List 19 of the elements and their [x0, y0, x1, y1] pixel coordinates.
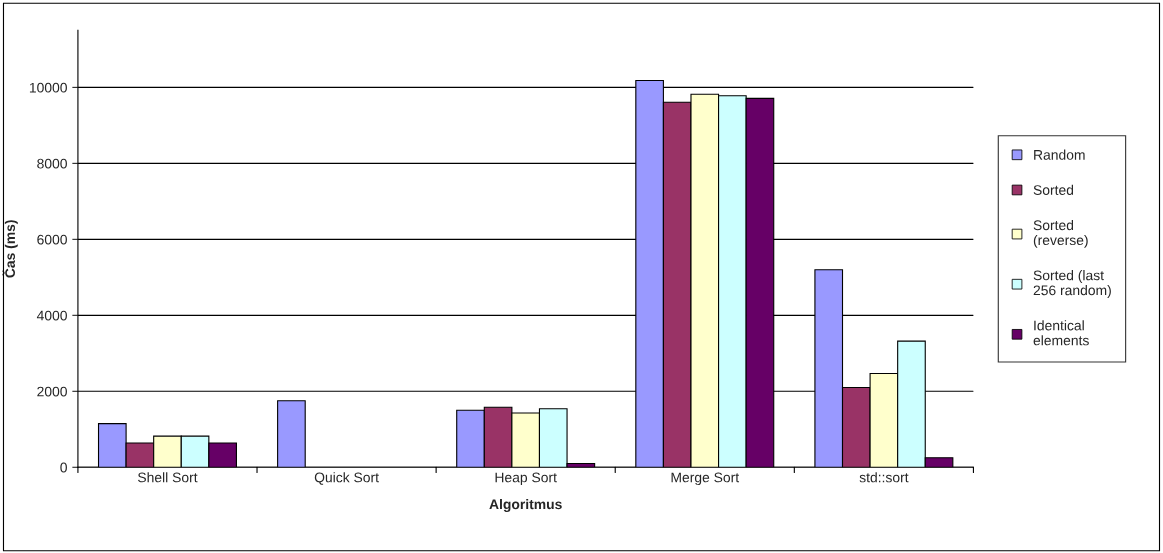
- x-tick-label: Quick Sort: [314, 472, 379, 485]
- y-tick-label: 0: [60, 462, 67, 473]
- legend-label: Random: [1034, 149, 1085, 160]
- y-tick-label: 2000: [37, 386, 67, 397]
- bar: [277, 400, 306, 468]
- x-tick-label: std::sort: [859, 472, 909, 483]
- x-tick-label: Merge Sort: [671, 472, 740, 486]
- legend-label: Sorted (last 256 random): [1033, 270, 1111, 298]
- y-tick-label: 6000: [37, 234, 67, 245]
- y-tick-label: 8000: [37, 158, 67, 169]
- x-tick-label: Heap Sort: [495, 472, 557, 486]
- x-axis-title: Algoritmus: [489, 498, 562, 512]
- x-tick-label: Shell Sort: [138, 472, 198, 483]
- legend-label: Sorted: [1033, 184, 1074, 195]
- y-tick-label: 4000: [36, 310, 67, 321]
- y-axis-title: Čas (ms): [2, 220, 18, 278]
- legend-label: Sorted (reverse): [1033, 219, 1088, 248]
- y-tick-label: 10000: [29, 82, 67, 93]
- legend-label: Identical elements: [1033, 320, 1089, 346]
